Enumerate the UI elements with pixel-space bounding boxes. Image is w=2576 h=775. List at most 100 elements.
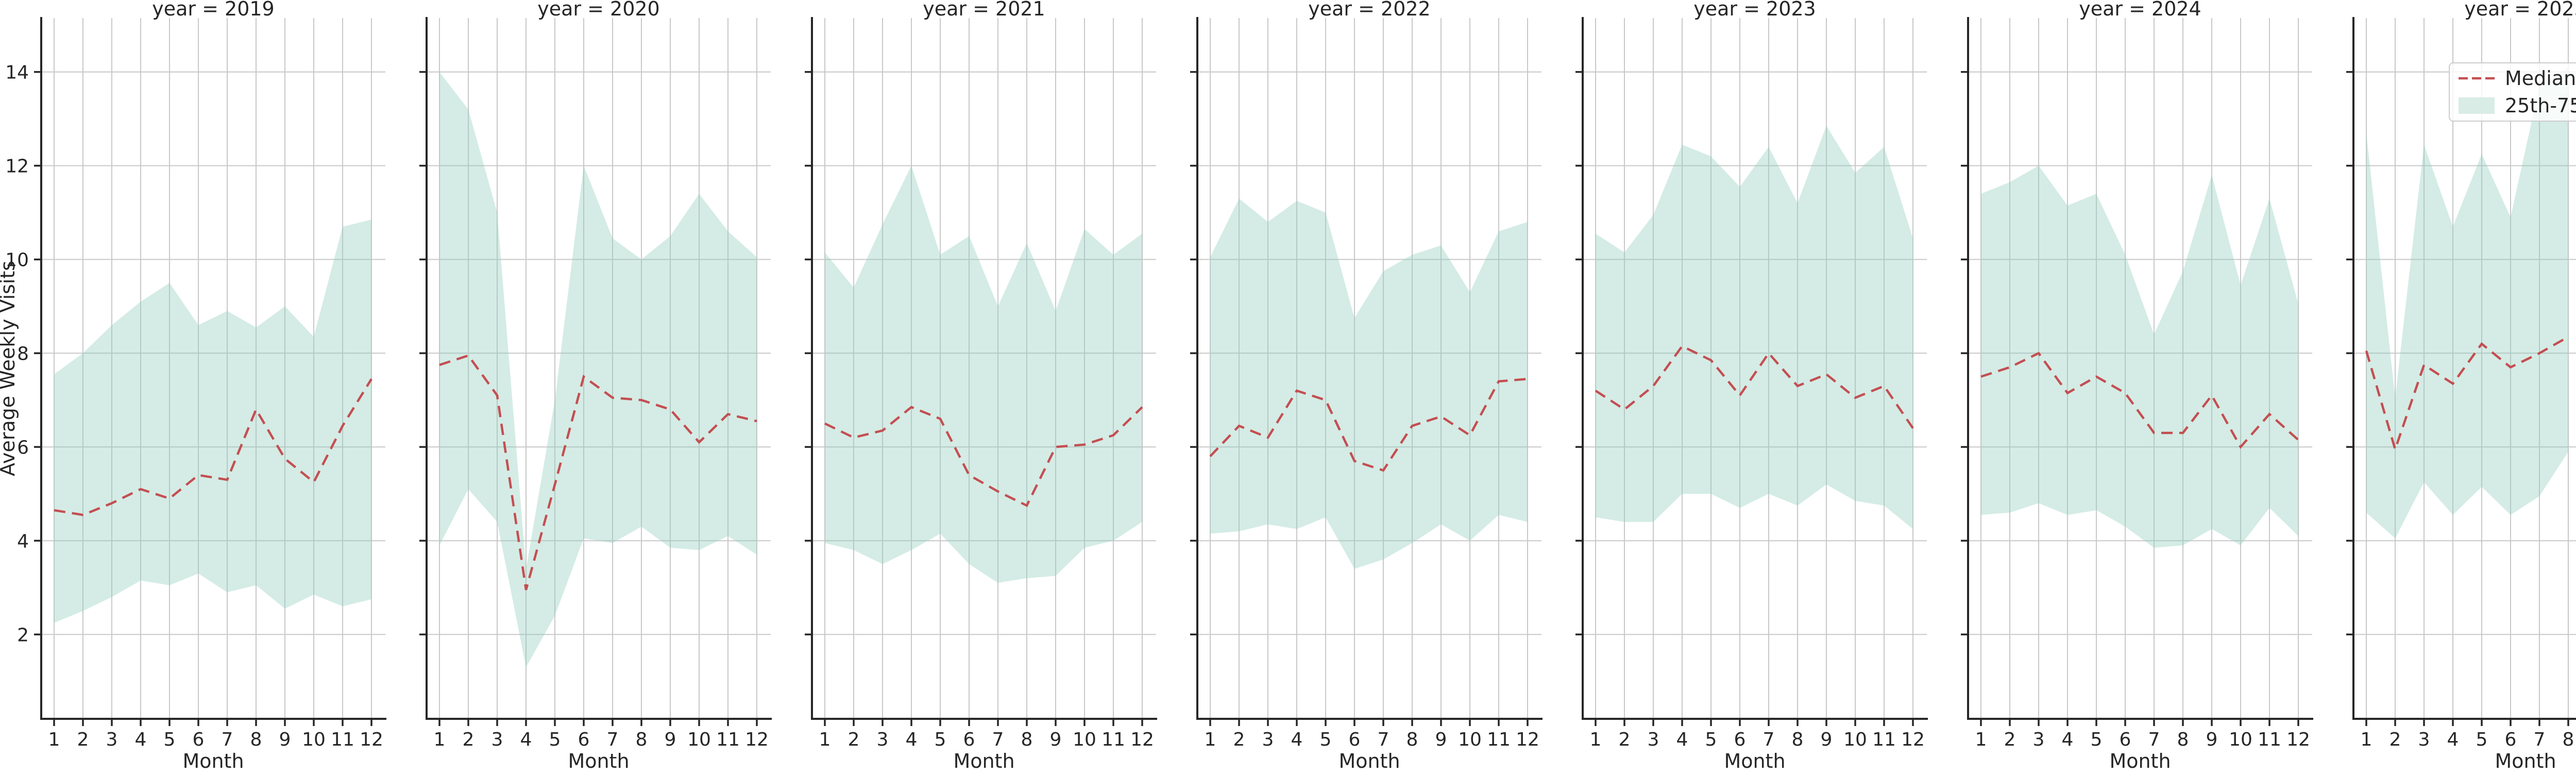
y-tick-label: 14 bbox=[5, 62, 29, 83]
x-tick-label: 10 bbox=[1073, 729, 1096, 750]
x-tick-label: 9 bbox=[665, 729, 676, 750]
x-tick-label: 2 bbox=[77, 729, 89, 750]
x-axis-label: Month bbox=[2109, 750, 2171, 772]
tick-marks bbox=[1961, 71, 2299, 726]
x-tick-label: 2 bbox=[2004, 729, 2016, 750]
x-tick-label: 5 bbox=[164, 729, 176, 750]
x-tick-label: 1 bbox=[819, 729, 831, 750]
x-tick-label: 2 bbox=[1233, 729, 1245, 750]
spines bbox=[1196, 17, 1543, 720]
median-line bbox=[1980, 351, 2299, 449]
legend: Median 25th-75th Percentile bbox=[2449, 62, 2576, 122]
percentile-band bbox=[1596, 126, 1913, 529]
legend-band-sample bbox=[2459, 97, 2495, 114]
tick-marks bbox=[2346, 71, 2569, 726]
x-tick-label: 4 bbox=[135, 729, 147, 750]
x-tick-label: 7 bbox=[2148, 729, 2160, 750]
spines bbox=[2352, 17, 2576, 720]
x-tick-label: 10 bbox=[1843, 729, 1867, 750]
gridlines bbox=[41, 18, 385, 719]
x-axis-label: Month bbox=[1724, 750, 1785, 772]
x-tick-label: 11 bbox=[331, 729, 354, 750]
percentile-band bbox=[54, 220, 371, 623]
x-axis-label: Month bbox=[568, 750, 629, 772]
y-tick-label: 6 bbox=[17, 437, 29, 458]
x-tick-label: 9 bbox=[1435, 729, 1447, 750]
x-tick-label: 3 bbox=[877, 729, 889, 750]
x-tick-label: 7 bbox=[1763, 729, 1775, 750]
x-tick-label: 8 bbox=[2177, 729, 2189, 750]
x-tick-label: 4 bbox=[1291, 729, 1303, 750]
x-tick-label: 6 bbox=[2505, 729, 2517, 750]
x-tick-label: 3 bbox=[492, 729, 503, 750]
x-tick-label: 6 bbox=[578, 729, 590, 750]
tick-marks bbox=[34, 71, 372, 726]
facet-title: year = 2024 bbox=[2079, 0, 2201, 20]
x-tick-label: 11 bbox=[1101, 729, 1125, 750]
facet-title: year = 2023 bbox=[1693, 0, 1816, 20]
x-tick-label: 8 bbox=[1021, 729, 1033, 750]
x-tick-label: 12 bbox=[2286, 729, 2310, 750]
spines bbox=[1582, 17, 1928, 720]
x-tick-label: 3 bbox=[1648, 729, 1659, 750]
x-tick-label: 10 bbox=[687, 729, 711, 750]
x-tick-label: 2 bbox=[2389, 729, 2401, 750]
median-line bbox=[1209, 378, 1528, 472]
x-tick-label: 7 bbox=[607, 729, 619, 750]
x-tick-label: 1 bbox=[2361, 729, 2372, 750]
median-line bbox=[54, 378, 372, 516]
median-line bbox=[1595, 344, 1914, 429]
x-tick-label: 3 bbox=[1262, 729, 1274, 750]
x-tick-label: 10 bbox=[302, 729, 326, 750]
x-tick-label: 12 bbox=[360, 729, 383, 750]
facet-title: year = 2021 bbox=[923, 0, 1045, 20]
x-tick-label: 9 bbox=[1050, 729, 1062, 750]
x-tick-label: 6 bbox=[963, 729, 975, 750]
x-tick-label: 4 bbox=[520, 729, 532, 750]
x-tick-label: 12 bbox=[1516, 729, 1539, 750]
x-tick-label: 7 bbox=[2534, 729, 2546, 750]
tick-marks bbox=[1575, 71, 1914, 726]
percentile-band bbox=[2366, 67, 2568, 538]
facet-title: year = 2022 bbox=[1308, 0, 1430, 20]
x-axis-label: Month bbox=[1338, 750, 1400, 772]
x-tick-label: 11 bbox=[1872, 729, 1896, 750]
x-tick-label: 12 bbox=[1901, 729, 1925, 750]
percentile-band bbox=[1981, 165, 2298, 548]
x-tick-label: 8 bbox=[1792, 729, 1804, 750]
tick-marks bbox=[1190, 71, 1529, 726]
spines bbox=[811, 17, 1157, 720]
x-tick-label: 5 bbox=[2476, 729, 2488, 750]
x-tick-label: 6 bbox=[1734, 729, 1746, 750]
x-tick-label: 6 bbox=[1349, 729, 1361, 750]
x-tick-label: 10 bbox=[2229, 729, 2252, 750]
median-line bbox=[439, 354, 757, 591]
x-tick-label: 11 bbox=[2258, 729, 2281, 750]
x-tick-label: 9 bbox=[1821, 729, 1833, 750]
x-tick-label: 5 bbox=[549, 729, 561, 750]
x-tick-label: 11 bbox=[716, 729, 740, 750]
x-tick-label: 7 bbox=[1378, 729, 1389, 750]
median-line bbox=[2365, 335, 2569, 453]
x-tick-label: 1 bbox=[1975, 729, 1987, 750]
x-tick-label: 6 bbox=[2120, 729, 2131, 750]
x-tick-label: 2 bbox=[848, 729, 860, 750]
x-tick-label: 7 bbox=[992, 729, 1004, 750]
x-tick-label: 11 bbox=[1487, 729, 1511, 750]
x-tick-label: 5 bbox=[2091, 729, 2103, 750]
x-tick-label: 4 bbox=[2062, 729, 2074, 750]
legend-median-label: Median bbox=[2505, 67, 2576, 90]
x-tick-label: 2 bbox=[1619, 729, 1631, 750]
percentile-band bbox=[825, 165, 1142, 583]
x-axis-label: Month bbox=[2495, 750, 2556, 772]
x-tick-label: 5 bbox=[1705, 729, 1717, 750]
x-tick-label: 1 bbox=[1590, 729, 1602, 750]
facet-title: year = 2019 bbox=[152, 0, 274, 20]
legend-band-label: 25th-75th Percentile bbox=[2505, 94, 2576, 117]
x-tick-label: 9 bbox=[2206, 729, 2218, 750]
spines bbox=[40, 17, 386, 720]
